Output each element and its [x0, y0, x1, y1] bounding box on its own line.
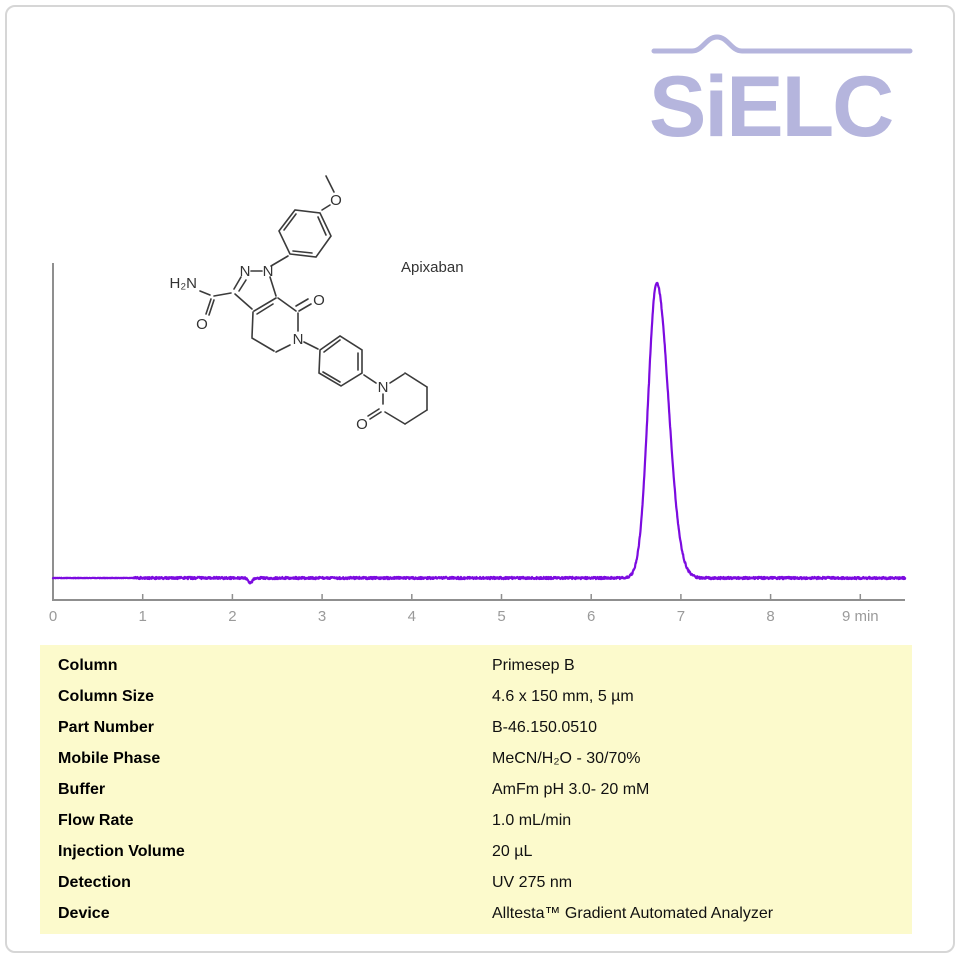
- table-row-label: Column: [58, 656, 118, 674]
- x-axis-tick-label: 6: [587, 608, 595, 625]
- table-row-value: AmFm pH 3.0- 20 mM: [492, 780, 650, 798]
- logo-peak-curve: [651, 34, 913, 54]
- x-axis-tick-label: 5: [497, 608, 505, 625]
- atom-label: N: [293, 331, 304, 348]
- table-row-value: UV 275 nm: [492, 873, 573, 891]
- logo-wordmark: SiELC: [649, 59, 894, 155]
- x-axis-tick-label: 2: [228, 608, 236, 625]
- chromatogram-trace: [51, 281, 907, 585]
- chart-axes: [52, 263, 905, 601]
- table-row-label: Buffer: [58, 780, 106, 798]
- table-row: Flow Rate 1.0 mL/min: [40, 805, 912, 836]
- table-row-value: Primesep B: [492, 656, 575, 674]
- table-row-label: Column Size: [58, 687, 155, 705]
- table-row-value: MeCN/H₂O - 30/70%: [492, 749, 641, 767]
- table-row: Detection UV 275 nm: [40, 867, 912, 898]
- x-axis-tick-label: 8: [766, 608, 774, 625]
- table-row: Part Number B-46.150.0510: [40, 712, 912, 743]
- atom-label: O: [196, 316, 208, 333]
- table-row-value: Alltesta™ Gradient Automated Analyzer: [492, 904, 774, 922]
- x-axis-tick-label: 1: [139, 608, 147, 625]
- table-row: Column Size 4.6 x 150 mm, 5 µm: [40, 681, 912, 712]
- atom-label: O: [313, 292, 325, 309]
- x-axis-tick-label: 0: [49, 608, 57, 625]
- atom-label: N: [378, 379, 389, 396]
- atom-label: N: [263, 263, 274, 280]
- table-row: Buffer AmFm pH 3.0- 20 mM: [40, 774, 912, 805]
- molecule-structure-drawing: [199, 175, 428, 425]
- table-row-label: Injection Volume: [58, 842, 185, 860]
- table-row-value: B-46.150.0510: [492, 718, 597, 736]
- x-axis-tick-label: 9 min: [842, 608, 879, 625]
- atom-label: O: [356, 416, 368, 433]
- table-row: Device Alltesta™ Gradient Automated Analy…: [40, 898, 912, 929]
- table-row-value: 20 µL: [492, 842, 533, 860]
- table-row-label: Part Number: [58, 718, 155, 736]
- compound-name-label: Apixaban: [401, 259, 464, 276]
- table-row-value: 1.0 mL/min: [492, 811, 572, 829]
- atom-label: N: [240, 263, 251, 280]
- table-row-label: Detection: [58, 873, 131, 891]
- x-axis-tick-label: 7: [677, 608, 685, 625]
- table-row: Mobile Phase MeCN/H₂O - 30/70%: [40, 743, 912, 774]
- x-axis-tick-label: 3: [318, 608, 326, 625]
- table-row: Injection Volume 20 µL: [40, 836, 912, 867]
- method-conditions-table: Column Primesep B Column Size 4.6 x 150 mm,…: [40, 645, 912, 934]
- table-row-label: Device: [58, 904, 110, 922]
- atom-label: H₂N: [170, 275, 198, 292]
- table-row-label: Mobile Phase: [58, 749, 161, 767]
- x-axis-tick-label: 4: [408, 608, 416, 625]
- table-row: Column Primesep B: [40, 650, 912, 681]
- atom-label: O: [330, 192, 342, 209]
- table-row-value: 4.6 x 150 mm, 5 µm: [492, 687, 634, 705]
- table-row-label: Flow Rate: [58, 811, 134, 829]
